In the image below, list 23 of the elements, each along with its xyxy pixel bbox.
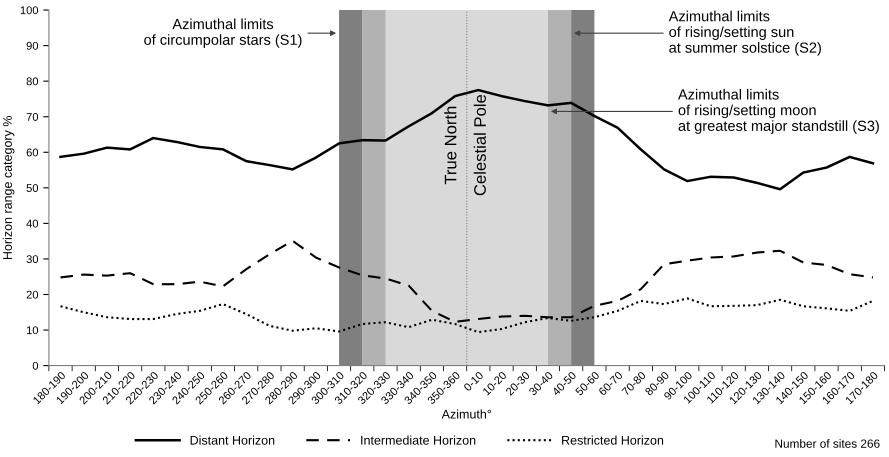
y-axis-title: Horizon range category % [2, 116, 14, 260]
y-tick-label: 10 [26, 326, 38, 334]
legend-label: Intermediate Horizon [361, 436, 476, 445]
annotation: Azimuthal limits of rising/setting sun at summer solstice (S2) [668, 10, 821, 56]
y-tick-label: 100 [20, 6, 38, 14]
annotation: Azimuthal limits of circumpolar stars (S1) [144, 18, 302, 48]
x-tick-label: 0-10 [463, 370, 484, 392]
y-tick-label: 0 [32, 362, 38, 370]
annotation: True North [444, 106, 456, 184]
annotation: Celestial Pole [474, 94, 486, 196]
annotation: Azimuthal limits of rising/setting moon at greatest major standstill (S3) [678, 88, 879, 134]
legend-label: Distant Horizon [190, 436, 274, 445]
x-axis-title: Azimuth° [442, 409, 492, 419]
y-tick-label: 80 [26, 77, 38, 86]
y-tick-label: 60 [26, 148, 38, 156]
legend-label: Restricted Horizon [562, 436, 664, 445]
y-tick-label: 20 [26, 290, 38, 299]
y-tick-label: 30 [26, 255, 38, 264]
text: Number of sites 266 [775, 439, 880, 448]
y-tick-label: 70 [26, 112, 38, 121]
y-tick-label: 50 [26, 184, 38, 192]
y-tick-label: 40 [26, 220, 38, 228]
y-tick-label: 90 [26, 42, 38, 50]
